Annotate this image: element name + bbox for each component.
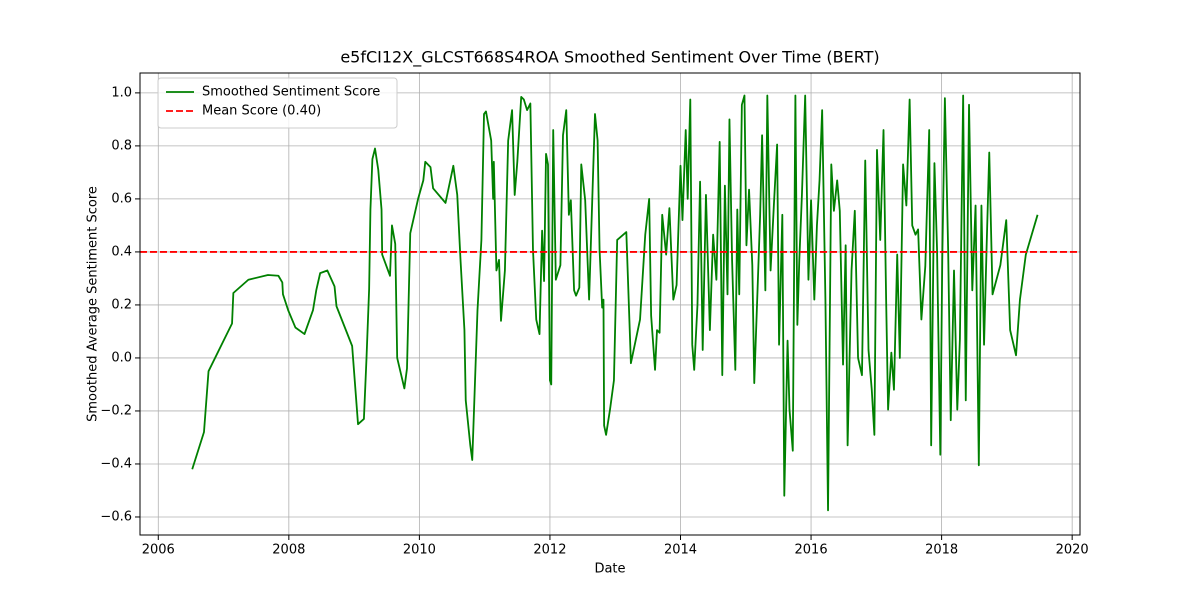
x-tick-label: 2016 <box>795 543 828 558</box>
x-tick-label: 2018 <box>925 543 958 558</box>
x-tick-label: 2020 <box>1056 543 1089 558</box>
plot-area <box>191 94 1039 512</box>
plot-frame <box>139 72 1081 536</box>
y-tick-label: 0.8 <box>111 138 132 153</box>
x-tick-label: 2012 <box>533 543 566 558</box>
y-tick-label: 0.2 <box>111 297 132 312</box>
x-axis-label: Date <box>594 562 625 577</box>
y-tick-label: −0.2 <box>100 403 132 418</box>
data-line <box>191 94 1039 512</box>
legend-box <box>157 77 398 129</box>
x-tick-label: 2006 <box>142 543 175 558</box>
legend-label: Smoothed Sentiment Score <box>202 85 380 100</box>
y-tick-label: −0.4 <box>100 456 132 471</box>
y-tick-label: 0.0 <box>111 350 132 365</box>
y-tick-label: −0.6 <box>100 509 132 524</box>
y-tick-label: 0.6 <box>111 191 132 206</box>
chart-title: e5fCI12X_GLCST668S4ROA Smoothed Sentimen… <box>340 48 879 68</box>
legend-label: Mean Score (0.40) <box>202 104 321 119</box>
y-tick-label: 0.4 <box>111 244 132 259</box>
x-tick-label: 2008 <box>272 543 305 558</box>
x-tick-label: 2010 <box>403 543 436 558</box>
x-tick-label: 2014 <box>664 543 697 558</box>
y-axis-label: Smoothed Average Sentiment Score <box>86 186 101 422</box>
y-tick-label: 1.0 <box>111 85 132 100</box>
